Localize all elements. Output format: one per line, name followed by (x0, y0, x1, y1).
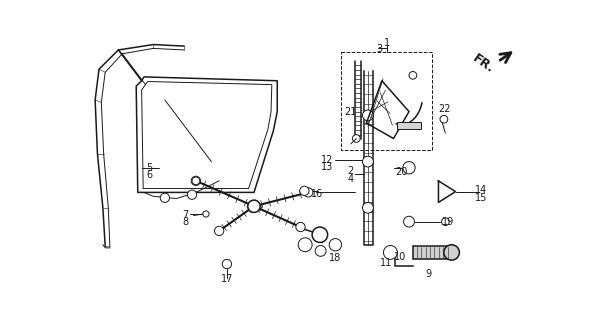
Circle shape (388, 250, 393, 255)
Circle shape (190, 193, 193, 196)
Circle shape (303, 189, 306, 192)
Circle shape (442, 218, 449, 226)
Circle shape (315, 245, 326, 256)
Circle shape (444, 245, 459, 260)
Circle shape (362, 156, 373, 167)
Circle shape (192, 177, 200, 185)
Text: FR.: FR. (470, 52, 497, 76)
Text: 3: 3 (376, 44, 382, 54)
Text: 9: 9 (425, 269, 431, 279)
Circle shape (367, 206, 370, 209)
Text: 10: 10 (393, 252, 406, 262)
Circle shape (384, 245, 398, 260)
Circle shape (367, 160, 370, 163)
Text: 19: 19 (442, 217, 454, 227)
Text: 18: 18 (329, 253, 342, 263)
Text: 13: 13 (321, 162, 333, 172)
Circle shape (225, 262, 228, 266)
Circle shape (353, 135, 360, 142)
Circle shape (403, 162, 415, 174)
Bar (398, 122, 421, 129)
Circle shape (355, 137, 358, 140)
Text: 1: 1 (384, 38, 390, 48)
Circle shape (362, 110, 373, 121)
Circle shape (404, 216, 415, 227)
Text: 2: 2 (347, 166, 353, 176)
Text: 14: 14 (475, 185, 487, 195)
Circle shape (312, 227, 328, 243)
Text: 22: 22 (438, 104, 451, 114)
Circle shape (191, 176, 201, 186)
Circle shape (300, 186, 309, 196)
Circle shape (409, 71, 417, 79)
Text: 5: 5 (146, 163, 153, 173)
Circle shape (334, 243, 337, 246)
Circle shape (329, 239, 342, 251)
Text: 21: 21 (345, 107, 357, 116)
Text: 15: 15 (475, 193, 487, 203)
Circle shape (215, 226, 224, 236)
Text: 7: 7 (182, 211, 189, 220)
Circle shape (203, 211, 209, 217)
Bar (413, 246, 451, 259)
Text: 17: 17 (221, 274, 233, 284)
Text: 11: 11 (379, 258, 392, 268)
Circle shape (187, 190, 197, 199)
Circle shape (367, 114, 370, 117)
Circle shape (222, 260, 231, 268)
Circle shape (248, 200, 260, 212)
Circle shape (407, 220, 410, 223)
Text: 6: 6 (146, 170, 153, 180)
Circle shape (296, 222, 305, 232)
Text: 12: 12 (321, 155, 333, 165)
Text: 20: 20 (395, 167, 407, 177)
Circle shape (160, 193, 170, 203)
Circle shape (164, 196, 167, 199)
Circle shape (442, 118, 445, 121)
Circle shape (362, 203, 373, 213)
Text: 16: 16 (311, 189, 324, 199)
Circle shape (440, 116, 448, 123)
Text: 8: 8 (183, 217, 189, 228)
Circle shape (298, 238, 312, 252)
Circle shape (407, 165, 411, 170)
Bar (341, 52, 432, 150)
Circle shape (304, 188, 313, 197)
Circle shape (251, 204, 256, 209)
Text: 4: 4 (347, 173, 353, 184)
